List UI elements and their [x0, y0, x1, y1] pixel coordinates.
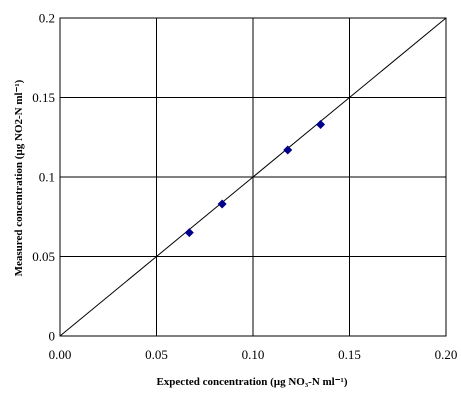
data-point [184, 228, 194, 238]
y-axis-title: Measured concentration (µg NO2-N ml⁻¹) [13, 79, 25, 276]
x-tick-label: 0.00 [49, 347, 72, 362]
y-tick-label: 0.1 [39, 170, 55, 185]
data-points-layer [184, 120, 326, 238]
plot-frame [59, 17, 447, 337]
y-tick-label: 0.05 [32, 249, 55, 264]
data-point [316, 120, 326, 130]
x-tick-label: 0.15 [338, 347, 361, 362]
reference-line [59, 17, 447, 337]
reference-line-layer [59, 17, 447, 337]
y-tick-label: 0.2 [39, 11, 55, 26]
x-tick-labels: 0.00 0.05 0.10 0.15 0.20 [49, 347, 458, 362]
y-tick-label: 0 [49, 329, 56, 344]
x-axis-title: Expected concentration (µg NO₃-N ml⁻¹) [156, 376, 347, 388]
data-point [283, 145, 293, 155]
x-tick-label: 0.05 [145, 347, 168, 362]
x-tick-label: 0.20 [435, 347, 458, 362]
y-tick-label: 0.15 [32, 90, 55, 105]
y-tick-labels: 0 0.05 0.1 0.15 0.2 [32, 11, 55, 344]
x-tick-label: 0.10 [242, 347, 265, 362]
data-point [217, 199, 227, 209]
grid-layer [59, 17, 447, 337]
